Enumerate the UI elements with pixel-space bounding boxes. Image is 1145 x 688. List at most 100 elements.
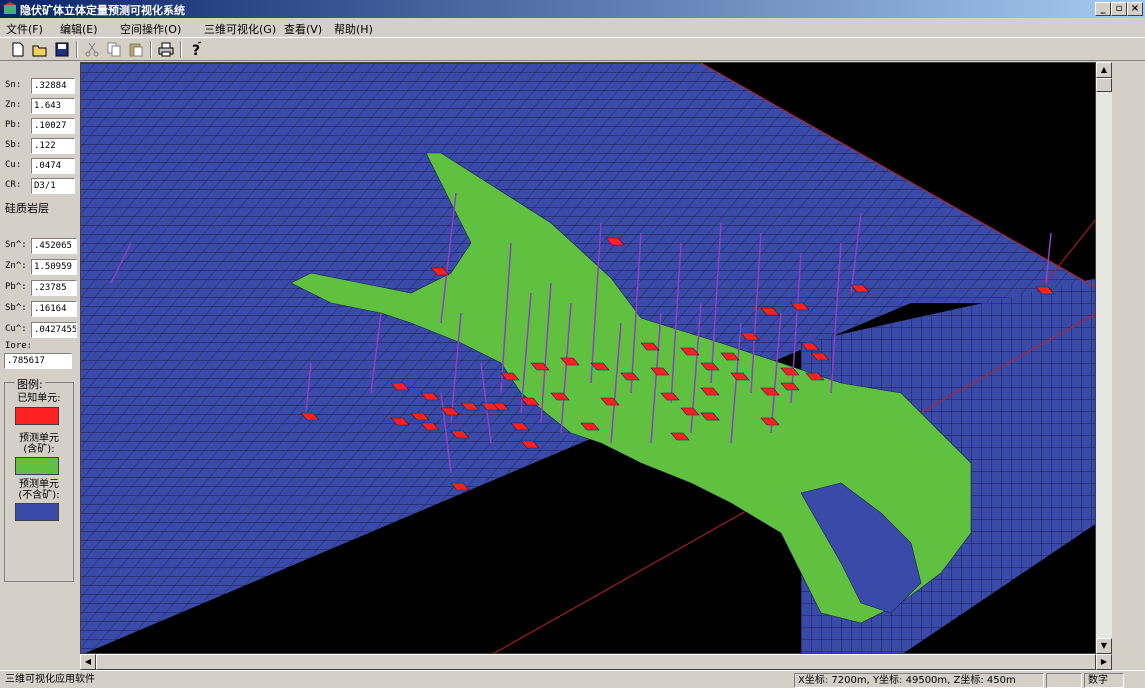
legend-noore-swatch — [15, 503, 59, 521]
attribute-panel: Sn: .32884 Zn: 1.643 Pb: .10027 Sb: .122… — [0, 62, 78, 670]
field-sb-pred-value[interactable]: .16164 — [31, 301, 77, 317]
paste-icon[interactable] — [126, 40, 146, 59]
field-label: CR: — [5, 180, 22, 190]
scroll-up-button[interactable]: ▲ — [1096, 62, 1112, 78]
field-cu-value[interactable]: .0474 — [31, 158, 75, 174]
field-label: Cu: — [5, 160, 22, 170]
known-cell — [1035, 286, 1055, 295]
known-cell — [480, 402, 500, 411]
menu-file[interactable]: 文件(F) — [6, 23, 43, 36]
known-cell — [300, 412, 320, 421]
known-cell — [805, 372, 825, 381]
3d-scene[interactable] — [81, 63, 1096, 654]
3d-viewport[interactable] — [80, 62, 1096, 654]
known-cell — [700, 362, 720, 371]
save-icon[interactable] — [52, 40, 72, 59]
maximize-button[interactable]: ▫ — [1111, 2, 1127, 16]
menu-bar: 文件(F) 编辑(E) 空间操作(O) 三维可视化(G) 查看(V) 帮助(H) — [0, 18, 1145, 37]
legend-noore-label-sub: (不含矿): — [18, 490, 60, 501]
horizontal-scrollbar[interactable]: ◀ ▶ — [80, 654, 1112, 670]
open-folder-icon[interactable] — [30, 40, 50, 59]
menu-view[interactable]: 查看(V) — [284, 23, 323, 36]
scroll-right-button[interactable]: ▶ — [1096, 654, 1112, 670]
known-cell — [700, 387, 720, 396]
cut-icon[interactable] — [82, 40, 102, 59]
known-cell — [810, 352, 830, 361]
known-cell — [420, 392, 440, 401]
field-cu-pred-value[interactable]: .0427455 — [31, 322, 77, 338]
known-cell — [560, 357, 580, 366]
field-label: Zn: — [5, 100, 22, 110]
copy-icon[interactable] — [104, 40, 124, 59]
field-sn-pred-value[interactable]: .452065 — [31, 238, 77, 254]
horizontal-scroll-thumb[interactable] — [96, 654, 1096, 670]
minimize-button[interactable]: _ — [1095, 2, 1111, 16]
known-cell — [680, 407, 700, 416]
known-cell — [640, 342, 660, 351]
drill-hole — [630, 232, 642, 394]
menu-3d-visualization[interactable]: 三维可视化(G) — [204, 23, 277, 36]
title-bar: 隐伏矿体立体定量预测可视化系统 _ ▫ × — [0, 0, 1145, 18]
drill-hole — [520, 292, 532, 414]
field-sb-pred: Sb^: .16164 — [5, 301, 77, 317]
field-zn-value[interactable]: 1.643 — [31, 98, 75, 114]
toolbar: ? — [0, 37, 1145, 61]
field-pb: Pb: .10027 — [5, 118, 77, 134]
print-icon[interactable] — [156, 40, 176, 59]
drill-hole — [110, 242, 132, 284]
window-title: 隐伏矿体立体定量预测可视化系统 — [20, 4, 185, 17]
legend: 图例: 已知单元: 预测单元 (含矿): 预测单元 (不含矿): — [4, 376, 74, 582]
known-cell — [550, 392, 570, 401]
field-zn-pred-value[interactable]: 1.50959 — [31, 259, 77, 275]
field-pb-value[interactable]: .10027 — [31, 118, 75, 134]
drill-hole — [1045, 232, 1052, 284]
known-cell — [720, 352, 740, 361]
known-cell — [790, 302, 810, 311]
vertical-scrollbar[interactable]: ▲ ▼ — [1096, 62, 1112, 654]
rock-type-label: 硅质岩层 — [5, 202, 49, 215]
known-cell — [730, 372, 750, 381]
drill-hole — [790, 252, 802, 404]
menu-help[interactable]: 帮助(H) — [334, 23, 373, 36]
known-cell — [660, 392, 680, 401]
field-label: Pb^: — [5, 282, 27, 292]
iore-value[interactable]: .785617 — [4, 353, 72, 369]
field-sb-value[interactable]: .122 — [31, 138, 75, 154]
menu-edit[interactable]: 编辑(E) — [60, 23, 98, 36]
known-cell — [670, 432, 690, 441]
known-cell — [580, 422, 600, 431]
field-label: Zn^: — [5, 261, 27, 271]
menu-spatial-ops[interactable]: 空间操作(O) — [120, 23, 182, 36]
known-cell — [450, 430, 470, 439]
vertical-scroll-thumb[interactable] — [1096, 78, 1112, 92]
drill-hole — [610, 322, 622, 444]
known-cell — [520, 397, 540, 406]
scroll-down-button[interactable]: ▼ — [1096, 638, 1112, 654]
close-button[interactable]: × — [1127, 2, 1143, 16]
drill-hole — [500, 242, 512, 394]
toolbar-separator — [76, 41, 78, 58]
legend-known-label: 已知单元: — [17, 393, 61, 404]
help-icon[interactable]: ? — [186, 40, 206, 59]
scroll-left-button[interactable]: ◀ — [80, 654, 96, 670]
app-icon — [4, 2, 16, 14]
status-app-text: 三维可视化应用软件 — [5, 674, 95, 685]
known-cell — [430, 267, 450, 276]
drill-hole — [710, 222, 722, 384]
field-sn-value[interactable]: .32884 — [31, 78, 75, 94]
field-pb-pred-value[interactable]: .23785 — [31, 280, 77, 296]
known-cell — [410, 412, 430, 421]
known-cell — [390, 417, 410, 426]
legend-ore-swatch — [15, 457, 59, 475]
known-cell — [800, 342, 820, 351]
field-label: Sn: — [5, 80, 22, 90]
drill-hole — [830, 242, 842, 394]
status-bar: 三维可视化应用软件 X坐标: 7200m, Y坐标: 49500m, Z坐标: … — [0, 670, 1145, 688]
field-label: Pb: — [5, 120, 22, 130]
known-cell — [420, 422, 440, 431]
new-file-icon[interactable] — [8, 40, 28, 59]
field-sn: Sn: .32884 — [5, 78, 77, 94]
field-cr-value[interactable]: D3/1 — [31, 178, 75, 194]
axis-line — [1040, 219, 1095, 289]
known-cells — [300, 237, 1055, 491]
